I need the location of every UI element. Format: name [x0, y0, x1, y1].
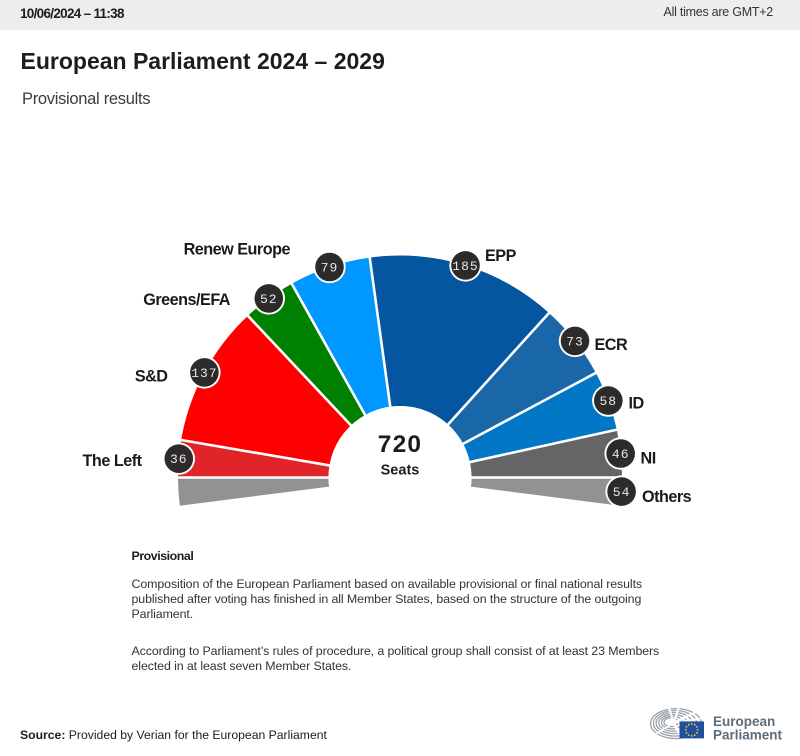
svg-text:185: 185	[452, 259, 478, 274]
svg-text:58: 58	[599, 394, 617, 409]
svg-text:S&D: S&D	[135, 368, 168, 386]
svg-text:137: 137	[191, 366, 217, 381]
svg-text:NI: NI	[641, 449, 656, 467]
svg-text:73: 73	[566, 334, 584, 349]
svg-text:Others: Others	[642, 488, 692, 506]
svg-text:ID: ID	[629, 395, 645, 413]
svg-text:Greens/EFA: Greens/EFA	[143, 291, 231, 309]
svg-text:720: 720	[378, 431, 422, 458]
svg-text:Seats: Seats	[381, 463, 420, 479]
svg-text:The Left: The Left	[83, 452, 143, 470]
svg-text:Parliament: Parliament	[713, 728, 783, 743]
svg-text:Renew Europe: Renew Europe	[184, 240, 291, 258]
svg-text:54: 54	[613, 485, 631, 500]
svg-text:46: 46	[612, 447, 630, 462]
svg-text:EPP: EPP	[485, 247, 517, 265]
svg-text:36: 36	[170, 452, 188, 467]
svg-text:ECR: ECR	[595, 336, 628, 354]
svg-text:European: European	[713, 714, 775, 729]
svg-text:79: 79	[321, 261, 339, 276]
svg-text:52: 52	[260, 292, 278, 307]
